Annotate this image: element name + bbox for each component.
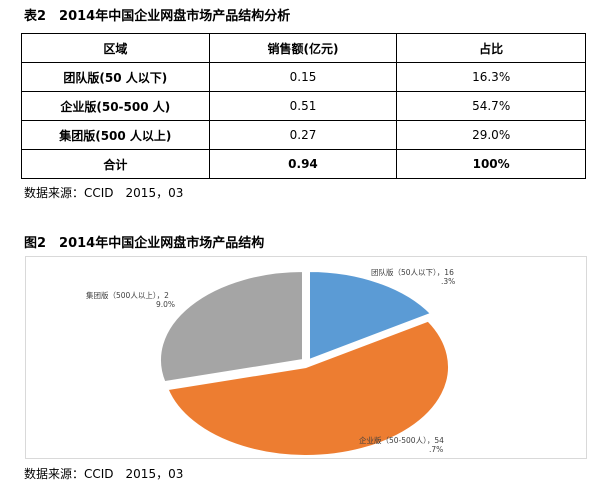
row-share: 54.7%	[396, 91, 586, 121]
table-row: 企业版(50-500 人) 0.51 54.7%	[21, 91, 586, 121]
pie-data-label: 集团版（500人以上），2	[86, 290, 169, 300]
row-sales: 0.51	[208, 91, 398, 121]
table-row: 集团版(500 人以上) 0.27 29.0%	[21, 120, 586, 150]
pie-slice	[308, 269, 433, 362]
figure-caption: 图2 2014年中国企业网盘市场产品结构	[24, 236, 265, 251]
table-row: 团队版(50 人以下) 0.15 16.3%	[21, 62, 586, 92]
table-header-row: 区域 销售额(亿元) 占比	[21, 33, 586, 63]
total-share: 100%	[396, 149, 586, 179]
row-sales: 0.27	[208, 120, 398, 150]
header-share: 占比	[396, 33, 586, 63]
total-sales: 0.94	[208, 149, 398, 179]
row-share: 29.0%	[396, 120, 586, 150]
row-label: 团队版(50 人以下)	[21, 62, 210, 92]
pie-data-label: 团队版（50人以下），16	[371, 267, 454, 277]
pie-chart-area: 团队版（50人以下），16.3% 企业版（50-500人），54.7% 集团版（50…	[25, 256, 587, 459]
table-total-row: 合计 0.94 100%	[21, 149, 586, 179]
table-caption: 表2 2014年中国企业网盘市场产品结构分析	[24, 9, 291, 24]
header-sales: 销售额(亿元)	[208, 33, 398, 63]
figure-source-note: 数据来源：CCID 2015，03	[24, 467, 184, 481]
pie-data-label: 企业版（50-500人），54	[359, 435, 444, 445]
total-label: 合计	[21, 149, 210, 179]
row-label: 集团版(500 人以上)	[21, 120, 210, 150]
pie-data-label: 9.0%	[156, 300, 175, 309]
pie-data-label: .7%	[429, 445, 443, 454]
pie-slice	[166, 319, 450, 457]
table-source-note: 数据来源：CCID 2015，03	[24, 186, 184, 200]
market-structure-table: 区域 销售额(亿元) 占比 团队版(50 人以下) 0.15 16.3% 企业版…	[21, 33, 586, 179]
row-sales: 0.15	[208, 62, 398, 92]
pie-chart: 团队版（50人以下），16.3% 企业版（50-500人），54.7% 集团版（50…	[86, 267, 455, 457]
pie-slice	[159, 269, 304, 384]
row-label: 企业版(50-500 人)	[21, 91, 210, 121]
pie-data-label: .3%	[441, 277, 455, 286]
header-region: 区域	[21, 33, 210, 63]
row-share: 16.3%	[396, 62, 586, 92]
